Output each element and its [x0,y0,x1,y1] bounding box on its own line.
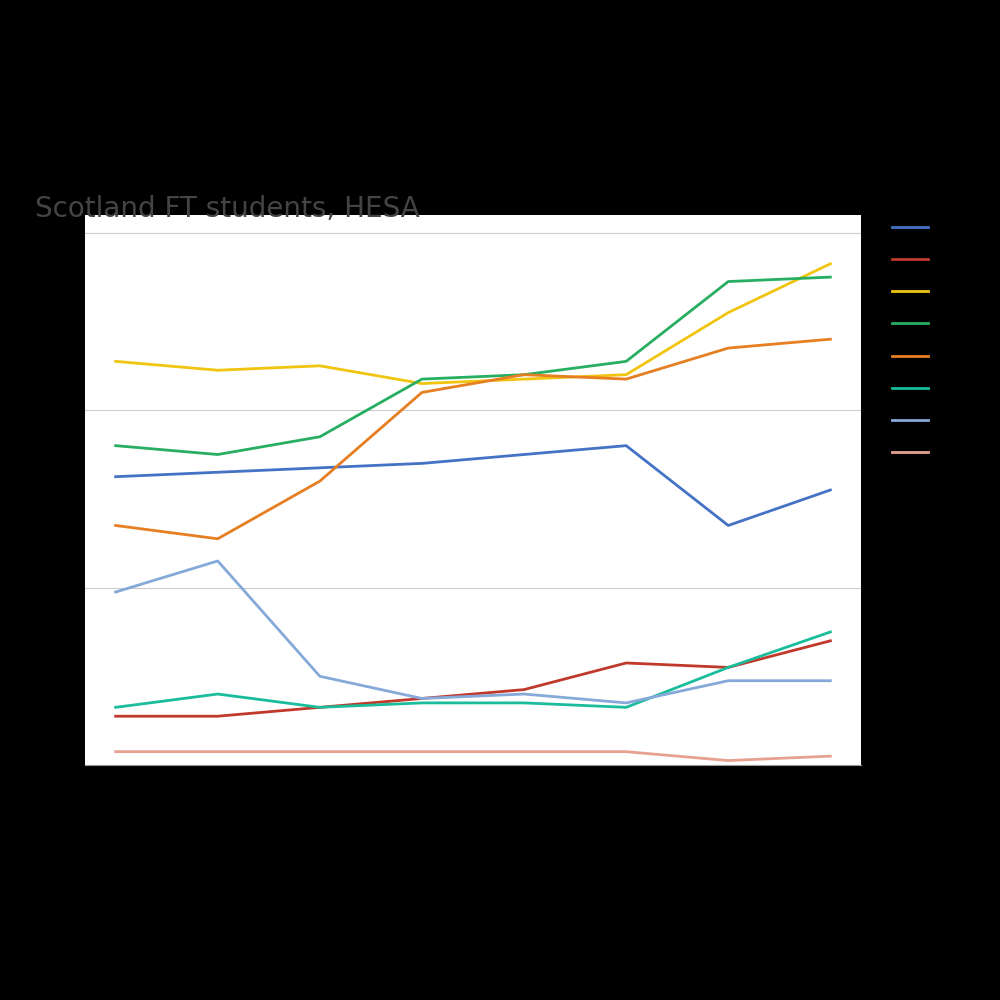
HMOs [212,364,224,376]
Uni Halls [314,462,326,474]
Own home [722,342,734,354]
Unknown [518,688,530,700]
Other [314,701,326,713]
Private Halls [416,692,428,704]
Uni Halls [416,457,428,469]
NIA [314,746,326,758]
NIA [722,755,734,767]
Parental [824,271,836,283]
Line: Unknown: Unknown [116,561,830,703]
Unknown [212,555,224,567]
Line: Uni Halls: Uni Halls [116,446,830,525]
Unknown [416,692,428,704]
Unknown [620,697,632,709]
Parental [620,355,632,367]
Line: Other: Other [116,632,830,707]
Unknown [722,675,734,687]
Text: Scotland FT students, HESA: Scotland FT students, HESA [35,195,420,223]
Private Halls [722,661,734,673]
Line: NIA: NIA [116,752,830,761]
Line: Parental: Parental [116,277,830,455]
Parental [518,369,530,381]
Other [518,697,530,709]
NIA [110,746,122,758]
Own home [620,373,632,385]
HMOs [824,258,836,270]
Own home [212,533,224,545]
Uni Halls [110,471,122,483]
Other [620,701,632,713]
Private Halls [212,710,224,722]
Own home [518,369,530,381]
Own home [416,386,428,398]
Parental [314,431,326,443]
Uni Halls [824,484,836,496]
HMOs [416,378,428,390]
HMOs [620,369,632,381]
Other [722,661,734,673]
Line: Own home: Own home [116,339,830,539]
Own home [110,519,122,531]
Private Halls [110,710,122,722]
Private Halls [620,657,632,669]
Unknown [110,586,122,598]
Other [416,697,428,709]
NIA [212,746,224,758]
Line: Private Halls: Private Halls [116,641,830,716]
Other [212,688,224,700]
Own home [314,475,326,487]
Legend: Uni Halls, Private Halls, HMOs, Parental, Own home, Other, Unknown, NIA: Uni Halls, Private Halls, HMOs, Parental… [885,212,1000,469]
Other [824,626,836,638]
HMOs [314,360,326,372]
HMOs [518,373,530,385]
NIA [518,746,530,758]
NIA [824,750,836,762]
Parental [722,276,734,288]
HMOs [722,307,734,319]
Uni Halls [620,440,632,452]
NIA [620,746,632,758]
Parental [416,373,428,385]
Uni Halls [518,449,530,461]
Uni Halls [212,466,224,478]
Own home [824,333,836,345]
Unknown [314,670,326,682]
Parental [212,449,224,461]
Other [110,701,122,713]
Private Halls [824,635,836,647]
Unknown [824,675,836,687]
Private Halls [314,701,326,713]
Line: HMOs: HMOs [116,264,830,384]
Private Halls [518,684,530,696]
Parental [110,440,122,452]
NIA [416,746,428,758]
Uni Halls [722,519,734,531]
HMOs [110,355,122,367]
